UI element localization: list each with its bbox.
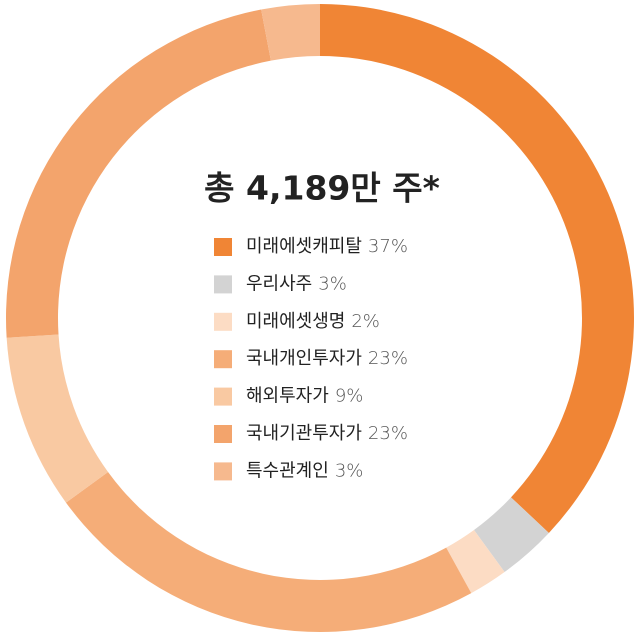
legend-label: 미래에셋캐피탈 37%	[246, 236, 408, 257]
legend-label: 우리사주 3%	[246, 273, 347, 294]
legend-swatch	[214, 350, 232, 369]
donut-slice	[473, 497, 549, 573]
legend-label: 해외투자가 9%	[246, 386, 363, 407]
legend-swatch	[214, 425, 232, 443]
legend-label: 미래에셋생명 2%	[246, 311, 380, 332]
legend-name: 미래에셋캐피탈	[246, 236, 362, 257]
donut-slice	[65, 471, 472, 632]
legend-value: 2%	[351, 311, 380, 332]
legend-swatch	[214, 312, 232, 331]
legend-label: 특수관계인 3%	[246, 460, 363, 481]
legend-swatch	[214, 238, 232, 256]
legend-value: 23%	[368, 423, 408, 444]
legend-swatch	[214, 462, 232, 481]
legend-name: 미래에셋생명	[246, 311, 345, 332]
legend-value: 9%	[335, 386, 364, 407]
legend-name: 우리사주	[246, 273, 312, 294]
legend-value: 37%	[368, 236, 408, 257]
legend-label: 국내개인투자가 23%	[246, 348, 408, 369]
chart-title: 총 4,189만 주*	[204, 169, 440, 208]
donut-slice	[446, 529, 505, 594]
legend-value: 3%	[335, 460, 364, 481]
legend-name: 국내기관투자가	[246, 423, 362, 444]
donut-slice	[261, 4, 320, 61]
donut-slice	[6, 334, 109, 503]
legend-swatch	[214, 387, 232, 406]
legend-value: 23%	[368, 348, 408, 369]
legend-name: 해외투자가	[246, 386, 329, 407]
donut-slice	[320, 4, 634, 533]
legend-value: 3%	[318, 273, 347, 294]
legend-name: 국내개인투자가	[246, 348, 362, 369]
legend-label: 국내기관투자가 23%	[246, 423, 408, 444]
legend-swatch	[214, 275, 232, 294]
legend-name: 특수관계인	[246, 460, 329, 481]
donut-slice	[5, 9, 271, 338]
